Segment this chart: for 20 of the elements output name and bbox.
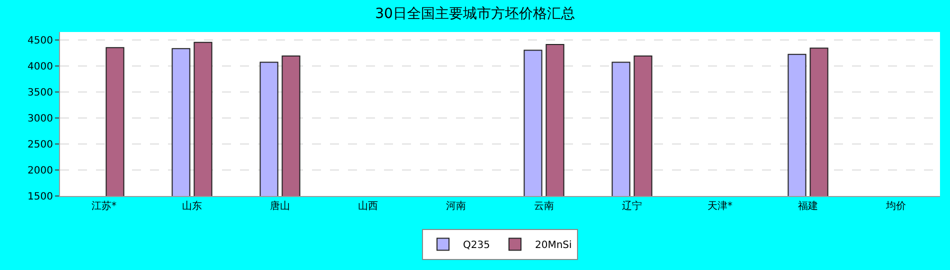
y-tick-label: 2500 <box>28 139 53 150</box>
x-tick-label: 山东 <box>182 200 202 212</box>
y-tick-label: 2000 <box>28 165 53 176</box>
y-tick-label: 4000 <box>28 61 53 72</box>
x-tick-label: 江苏* <box>92 200 116 212</box>
y-tick-label: 1500 <box>28 192 53 202</box>
x-tick-label: 天津* <box>708 200 732 212</box>
chart-title: 30日全国主要城市方坯价格汇总 <box>375 6 575 22</box>
y-tick-label: 4500 <box>28 35 53 46</box>
x-tick-label: 河南 <box>446 200 466 212</box>
x-tick-label: 山西 <box>358 200 378 212</box>
x-tick-label: 辽宁 <box>622 200 642 212</box>
legend-label: Q235 <box>463 240 490 252</box>
x-tick-label: 云南 <box>534 200 554 212</box>
x-tick-label: 唐山 <box>270 200 290 212</box>
x-tick-label: 均价 <box>885 200 906 212</box>
y-tick-label: 3500 <box>28 87 53 98</box>
y-tick-label: 3000 <box>28 113 53 124</box>
legend-label: 20MnSi <box>534 240 572 252</box>
x-tick-label: 福建 <box>798 200 818 212</box>
